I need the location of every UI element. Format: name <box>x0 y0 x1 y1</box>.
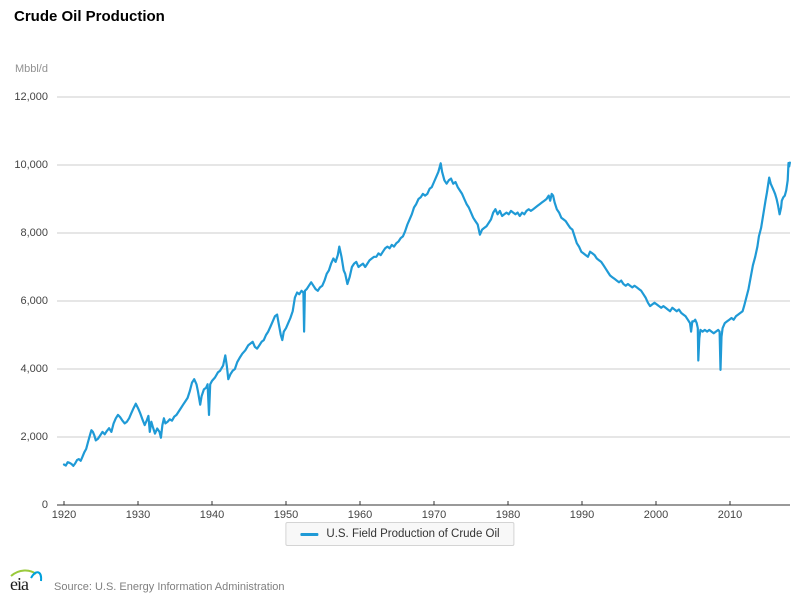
y-tick-label: 8,000 <box>20 227 48 239</box>
eia-logo-text: eia <box>10 574 29 594</box>
page-title: Crude Oil Production <box>14 8 165 25</box>
x-tick-label: 1950 <box>273 509 299 521</box>
y-tick-label: 10,000 <box>14 159 48 171</box>
x-tick-label: 1980 <box>495 509 521 521</box>
x-tick-label: 2010 <box>717 509 743 521</box>
eia-logo: eia <box>8 566 44 598</box>
footer: eia Source: U.S. Energy Information Admi… <box>8 566 285 598</box>
legend-series-label: U.S. Field Production of Crude Oil <box>326 528 500 540</box>
x-tick-label: 1990 <box>569 509 595 521</box>
x-tick-label: 1970 <box>421 509 447 521</box>
eia-logo-swoosh-icon <box>10 569 43 582</box>
crude-oil-production-line <box>62 161 792 467</box>
x-tick-label: 1940 <box>199 509 225 521</box>
series-color-swatch-icon <box>300 532 319 536</box>
y-tick-label: 0 <box>41 499 48 511</box>
x-tick-label: 2000 <box>643 509 669 521</box>
x-tick-label: 1930 <box>125 509 151 521</box>
y-axis-unit-label: Mbbl/d <box>14 63 48 75</box>
y-tick-label: 4,000 <box>20 363 48 375</box>
source-attribution: Source: U.S. Energy Information Administ… <box>54 581 285 593</box>
x-tick-label: 1920 <box>51 509 77 521</box>
x-tick-label: 1960 <box>347 509 373 521</box>
y-tick-label: 12,000 <box>14 91 48 103</box>
legend-item[interactable]: U.S. Field Production of Crude Oil <box>285 522 515 546</box>
y-tick-label: 6,000 <box>20 295 48 307</box>
y-tick-label: 2,000 <box>20 431 48 443</box>
